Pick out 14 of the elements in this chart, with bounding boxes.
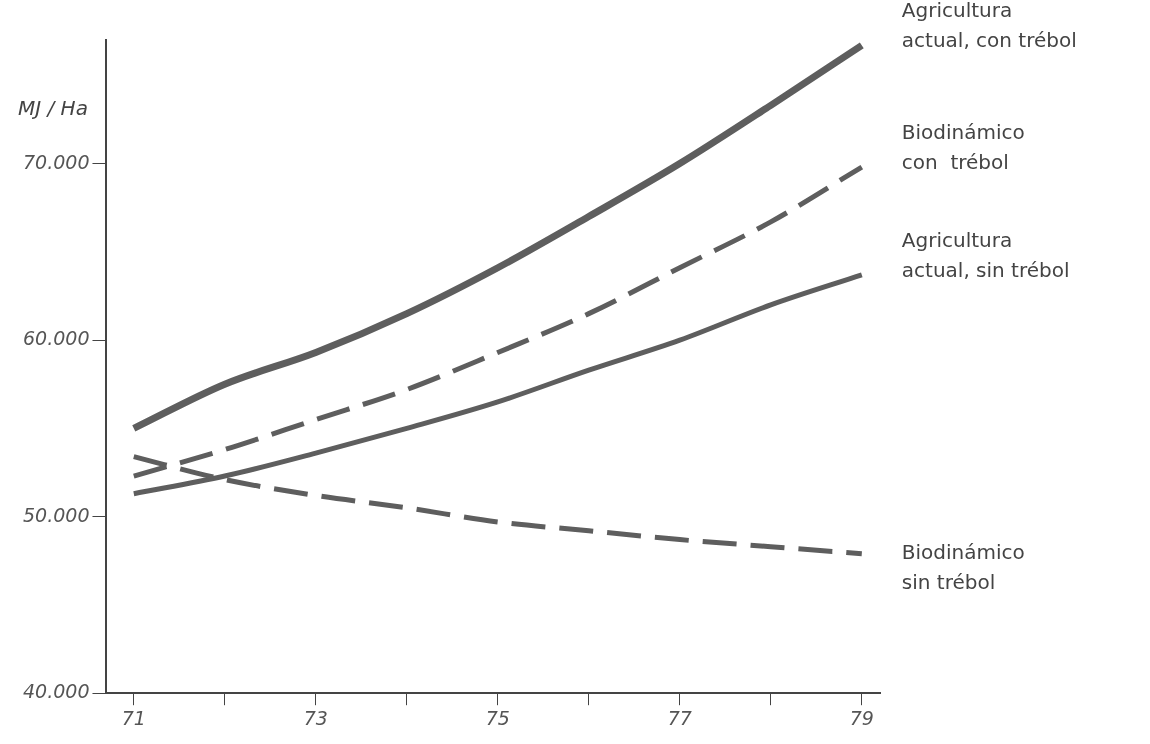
text: Biodinámico sin trébol: [901, 539, 1025, 594]
y-tick-label: 70.000: [23, 150, 90, 173]
x-tick-label: 77: [667, 706, 692, 729]
y-axis-title: MJ / Ha: [18, 96, 88, 121]
x-tick-label: 75: [485, 706, 510, 729]
x-tick-label: 79: [849, 706, 874, 729]
x-tick-label: 73: [303, 706, 328, 729]
text: Agricultura actual, con trébol: [901, 0, 1077, 53]
x-tick-label: 71: [121, 706, 146, 729]
y-tick-label: 50.000: [23, 503, 90, 526]
y-tick-label: 40.000: [23, 680, 90, 703]
text: Agricultura actual, sin trébol: [901, 228, 1070, 282]
y-tick-label: 60.000: [23, 327, 90, 350]
text: Biodinámico con trébol: [901, 120, 1025, 175]
